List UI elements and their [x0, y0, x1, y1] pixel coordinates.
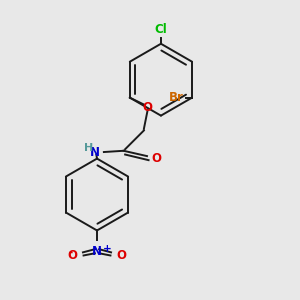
Text: Br: Br — [169, 91, 184, 104]
Text: -: - — [69, 247, 73, 257]
Text: Cl: Cl — [154, 23, 167, 36]
Text: N: N — [89, 146, 100, 159]
Text: N: N — [92, 244, 102, 257]
Text: +: + — [103, 244, 111, 254]
Text: O: O — [152, 152, 162, 165]
Text: O: O — [117, 249, 127, 262]
Text: O: O — [67, 249, 77, 262]
Text: O: O — [142, 100, 153, 113]
Text: H: H — [84, 143, 93, 153]
